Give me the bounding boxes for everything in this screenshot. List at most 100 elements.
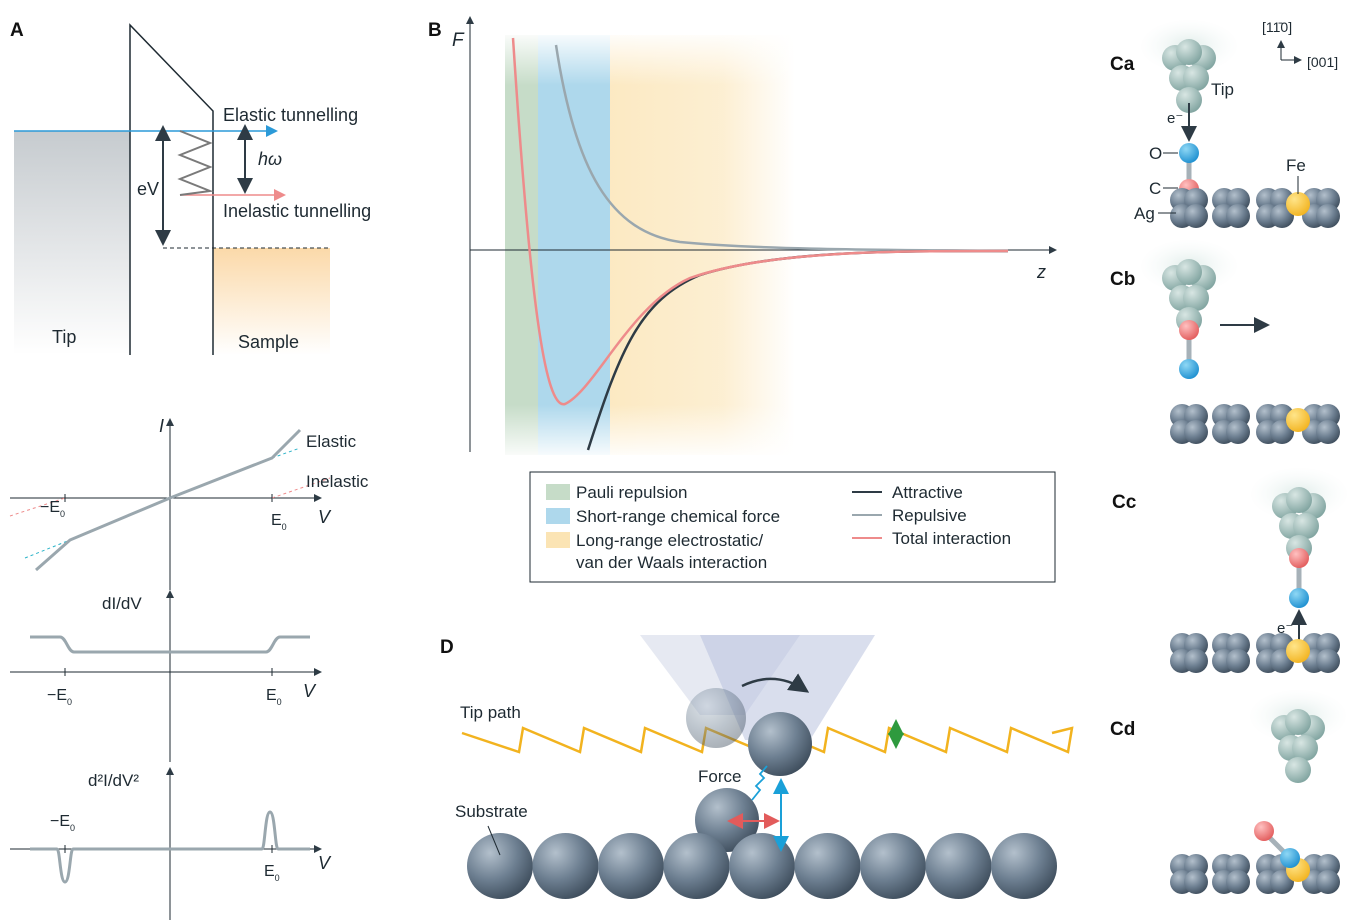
hw-label: hω	[258, 149, 282, 169]
inelastic-ext-neg	[9, 497, 66, 517]
ag-atom	[1184, 204, 1208, 228]
substrate-atom	[991, 833, 1057, 899]
d2idv2-plot: d²I/dV² V −E0 E0	[10, 767, 332, 920]
ag-atom	[1316, 420, 1340, 444]
substrate-row	[467, 833, 1057, 899]
v-axis-label-1: V	[318, 507, 332, 527]
v-axis-label-3: V	[318, 853, 332, 873]
cc-oxygen-atom	[1289, 588, 1309, 608]
fe-atom	[1286, 192, 1310, 216]
z-axis-label: z	[1036, 262, 1046, 282]
ag-atom	[1184, 649, 1208, 673]
ag-atom	[1316, 649, 1340, 673]
tip-atom-ghost	[686, 688, 746, 748]
total-interaction-curve	[511, 37, 1009, 406]
ag-atom	[1226, 204, 1250, 228]
dir-label-2: [001]	[1307, 54, 1338, 70]
legend-swatch-long	[546, 532, 570, 548]
tip-apex-atom	[1176, 87, 1202, 113]
tip-atom	[1183, 285, 1209, 311]
sample-region	[213, 248, 330, 355]
tip-apex-atom	[748, 712, 812, 776]
pos-e0-label-3: E0	[264, 863, 280, 883]
legend-long-2: van der Waals interaction	[576, 553, 767, 572]
didv-curve	[30, 635, 310, 654]
ag-atom	[1184, 420, 1208, 444]
didv-axis-label: dI/dV	[102, 594, 142, 613]
elastic-tunnelling-label: Elastic tunnelling	[223, 105, 358, 125]
ca-electron-label: e⁻	[1167, 110, 1183, 127]
substrate-atom	[532, 833, 599, 899]
neg-e0-label-1: −E0	[40, 499, 65, 519]
legend-short: Short-range chemical force	[576, 507, 780, 526]
legend-total: Total interaction	[892, 529, 1011, 548]
f-axis-label: F	[452, 30, 465, 51]
force-spring	[751, 765, 768, 801]
legend-repulsive: Repulsive	[892, 506, 967, 525]
cc-tip	[1251, 468, 1347, 561]
substrate-pointer	[487, 825, 501, 856]
vibration-zigzag	[177, 130, 214, 196]
substrate-atom	[794, 833, 861, 899]
neg-e0-label-2: −E0	[47, 687, 72, 707]
panel-a: A Elastic tunnelling Inelastic tunnellin…	[10, 20, 371, 355]
ag-atom	[1316, 204, 1340, 228]
substrate-atom	[925, 833, 992, 899]
panel-ca-letter: Ca	[1110, 54, 1135, 75]
panel-cd-letter: Cd	[1110, 719, 1135, 740]
repulsive-curve	[554, 44, 1009, 253]
ca-tip	[1141, 20, 1237, 113]
cd-tip	[1250, 690, 1346, 783]
pos-e0-label-1: E0	[271, 512, 287, 532]
legend-attractive: Attractive	[892, 483, 963, 502]
cc-carbon-atom	[1289, 548, 1309, 568]
ca-ag-label: Ag	[1134, 204, 1155, 223]
cb-surface	[1170, 404, 1340, 444]
ag-atom	[1226, 649, 1250, 673]
elastic-label: Elastic	[306, 432, 357, 451]
sample-label: Sample	[238, 332, 299, 352]
tip-atom	[1176, 259, 1202, 285]
region-fade	[505, 35, 795, 455]
tip-apex-atom	[1285, 757, 1311, 783]
force-label: Force	[698, 767, 741, 786]
cc-electron-label: e⁻	[1277, 620, 1293, 637]
tip-label: Tip	[52, 327, 76, 347]
ca-c-label: C	[1149, 179, 1161, 198]
panel-d-letter: D	[440, 637, 454, 658]
substrate-atom	[729, 833, 795, 899]
legend-swatch-pauli	[546, 484, 570, 500]
inelastic-label: Inelastic	[306, 472, 369, 491]
d2idv2-axis-label: d²I/dV²	[88, 771, 139, 790]
substrate-label: Substrate	[455, 802, 528, 821]
cb-tip	[1141, 240, 1237, 333]
panel-b-letter: B	[428, 20, 442, 41]
ev-label: eV	[137, 179, 159, 199]
ag-atom	[1226, 870, 1250, 894]
iv-curve	[35, 428, 302, 572]
substrate-atom	[860, 833, 926, 899]
tip-motion-arrow	[741, 673, 810, 693]
tip-atom	[1183, 65, 1209, 91]
ag-atom	[1226, 420, 1250, 444]
cb-carbon-atom	[1179, 320, 1199, 340]
cb-oxygen-atom	[1179, 359, 1199, 379]
ca-surface	[1170, 188, 1340, 228]
substrate-atom	[598, 833, 664, 899]
ca-fe-label: Fe	[1286, 156, 1306, 175]
fe-atom	[1286, 639, 1310, 663]
dir-label-1: [11̄0]	[1262, 19, 1292, 35]
tip-atom	[1176, 39, 1202, 65]
tip-path-label: Tip path	[460, 703, 521, 722]
tip-atom	[1286, 487, 1312, 513]
panel-cc-letter: Cc	[1112, 492, 1137, 513]
ca-oxygen-atom	[1179, 143, 1199, 163]
panel-d: D Tip path Force Substrate	[440, 635, 1074, 899]
tip-atom	[1292, 735, 1318, 761]
fe-atom	[1286, 408, 1310, 432]
panel-b-legend: Pauli repulsion Short-range chemical for…	[529, 471, 1056, 583]
cd-carbon-atom	[1254, 821, 1274, 841]
panel-cb-letter: Cb	[1110, 269, 1135, 290]
elastic-ext-pos	[271, 447, 301, 459]
d2idv2-curve	[30, 810, 310, 884]
